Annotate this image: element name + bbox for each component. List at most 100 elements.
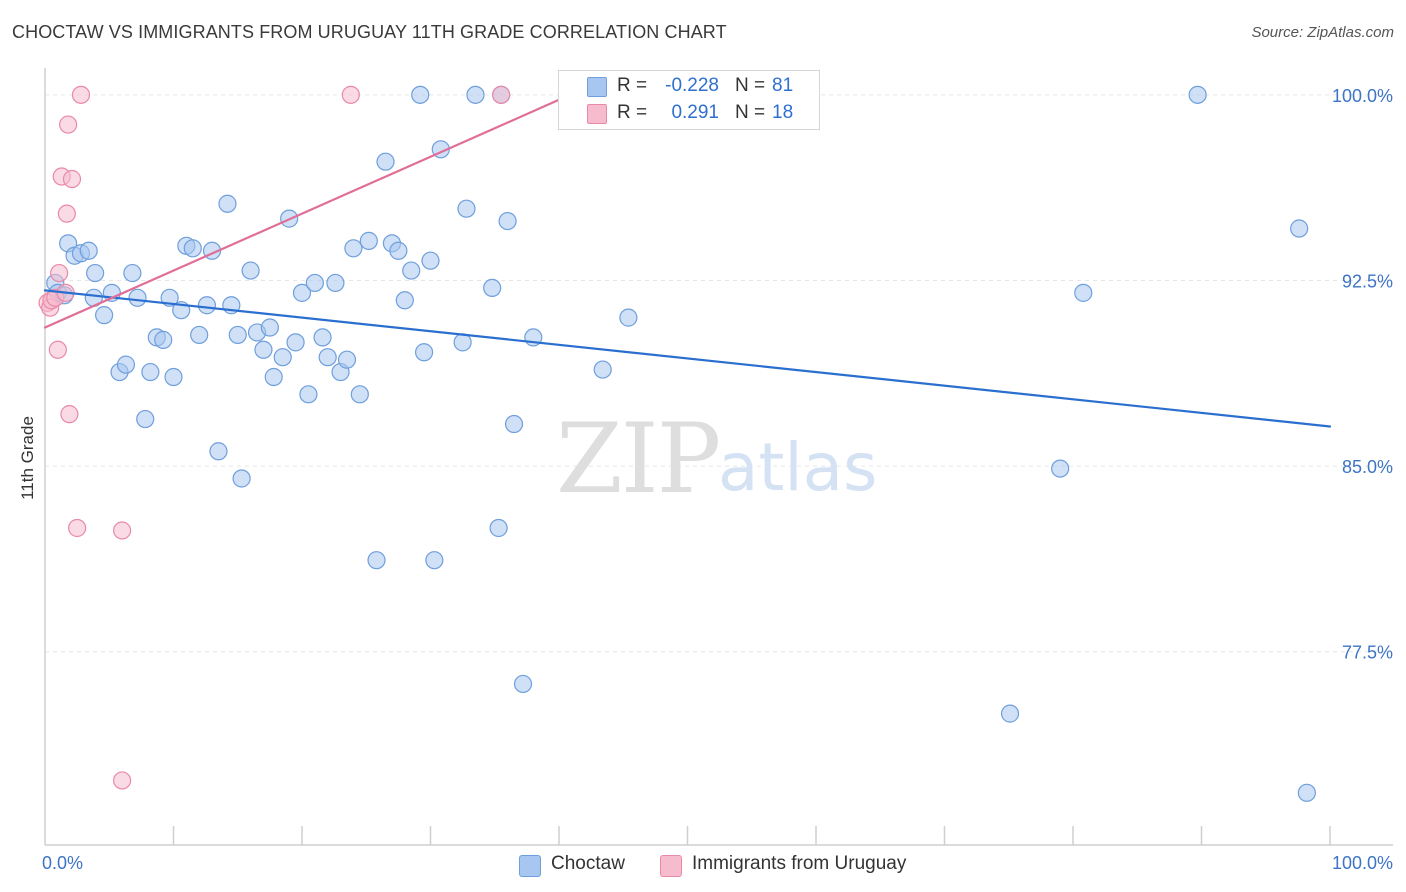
choctaw-point[interactable] [305,273,324,293]
choctaw-point[interactable] [414,343,434,362]
choctaw-point[interactable] [273,348,292,367]
n-value: 18 [772,102,794,123]
choctaw-point[interactable] [136,409,155,429]
choctaw-point[interactable] [466,85,485,104]
uruguay-point[interactable] [57,204,76,223]
r-value: 0.291 [671,102,719,123]
choctaw-point[interactable] [197,296,217,315]
choctaw-point[interactable] [513,674,533,694]
choctaw-point[interactable] [411,85,430,104]
y-tick-labels: 77.5% 85.0% 92.5% 100.0% [1332,86,1393,663]
trend-lines [43,98,1332,428]
legend-label: Choctaw [551,853,625,874]
choctaw-point[interactable] [326,273,345,293]
choctaw-point[interactable] [254,340,273,359]
choctaw-point[interactable] [1074,283,1093,302]
series-points [38,85,1316,802]
choctaw-point[interactable] [402,261,421,280]
choctaw-point[interactable] [154,330,173,349]
choctaw-point[interactable] [218,194,237,213]
r-value: -0.228 [665,75,719,96]
uruguay-point[interactable] [59,115,78,134]
choctaw-point[interactable] [1000,704,1020,723]
uruguay-point[interactable] [112,771,132,790]
choctaw-point[interactable] [344,239,363,258]
choctaw-point[interactable] [367,551,386,570]
uruguay-point[interactable] [48,340,67,359]
choctaw-point[interactable] [209,442,228,461]
uruguay-point[interactable] [62,169,82,189]
axes [44,68,1393,846]
choctaw-point[interactable] [376,152,395,171]
choctaw-point[interactable] [421,251,440,270]
choctaw-point[interactable] [260,318,279,337]
watermark: ZIP atlas [556,403,878,515]
choctaw-point[interactable] [1188,85,1207,104]
choctaw-point[interactable] [264,367,283,387]
choctaw-point[interactable] [498,211,517,231]
uruguay-point[interactable] [71,85,91,104]
choctaw-point[interactable] [350,385,369,404]
uruguay-point[interactable] [112,521,132,540]
choctaw-point[interactable] [389,241,408,260]
watermark-zip: ZIP [556,403,719,515]
uruguay-legend-swatch [660,855,682,877]
choctaw-point[interactable] [425,551,444,570]
choctaw-point[interactable] [1297,783,1316,802]
uruguay-point[interactable] [492,85,511,104]
r-label: R = [617,102,648,123]
choctaw-point[interactable] [79,241,98,260]
y-tick-label: 85.0% [1342,457,1393,477]
choctaw-point[interactable] [1290,219,1309,238]
choctaw-point[interactable] [164,367,183,387]
watermark-atlas: atlas [718,429,878,506]
y-tick-label: 100.0% [1332,86,1393,106]
choctaw-point[interactable] [116,355,136,374]
choctaw-point[interactable] [337,350,357,369]
n-label: N = [735,75,766,96]
choctaw-point[interactable] [123,263,142,283]
choctaw-swatch [587,77,607,97]
choctaw-point[interactable] [619,308,638,327]
choctaw-point[interactable] [232,469,251,488]
uruguay-point[interactable] [341,85,360,104]
choctaw-point[interactable] [183,239,202,258]
stats-row-uruguay: R = 0.291 N = 18 [559,100,819,126]
uruguay-point[interactable] [50,263,69,283]
choctaw-point[interactable] [95,306,114,325]
choctaw-point[interactable] [299,385,318,404]
choctaw-point[interactable] [228,325,247,345]
y-tick-label: 92.5% [1342,271,1393,291]
choctaw-point[interactable] [241,261,260,280]
choctaw-point[interactable] [86,263,105,283]
choctaw-point[interactable] [395,291,414,310]
choctaw-legend-swatch [519,855,541,877]
choctaw-point[interactable] [128,288,147,307]
x-tick-labels: 0.0% 100.0% [42,853,1393,873]
choctaw-point[interactable] [286,333,305,352]
choctaw-point[interactable] [141,362,160,382]
choctaw-point[interactable] [1051,459,1070,478]
choctaw-trend-line [43,289,1332,428]
x-tick-label: 100.0% [1332,853,1393,873]
choctaw-point[interactable] [318,348,337,367]
choctaw-point[interactable] [593,360,612,379]
choctaw-point[interactable] [359,231,378,250]
choctaw-point[interactable] [489,518,508,538]
stats-row-choctaw: R = -0.228 N = 81 [559,73,819,99]
n-label: N = [735,102,766,123]
choctaw-point[interactable] [453,333,472,352]
choctaw-point[interactable] [292,283,312,302]
x-tick-label: 0.0% [42,853,83,873]
r-label: R = [617,75,648,96]
y-tick-label: 77.5% [1342,643,1393,663]
choctaw-point[interactable] [457,199,476,218]
chart-title: CHOCTAW VS IMMIGRANTS FROM URUGUAY 11TH … [12,22,727,42]
choctaw-point[interactable] [313,328,332,347]
choctaw-point[interactable] [483,278,502,298]
choctaw-point[interactable] [504,414,524,434]
uruguay-point[interactable] [68,518,87,538]
uruguay-point[interactable] [60,405,79,424]
choctaw-point[interactable] [190,325,209,345]
